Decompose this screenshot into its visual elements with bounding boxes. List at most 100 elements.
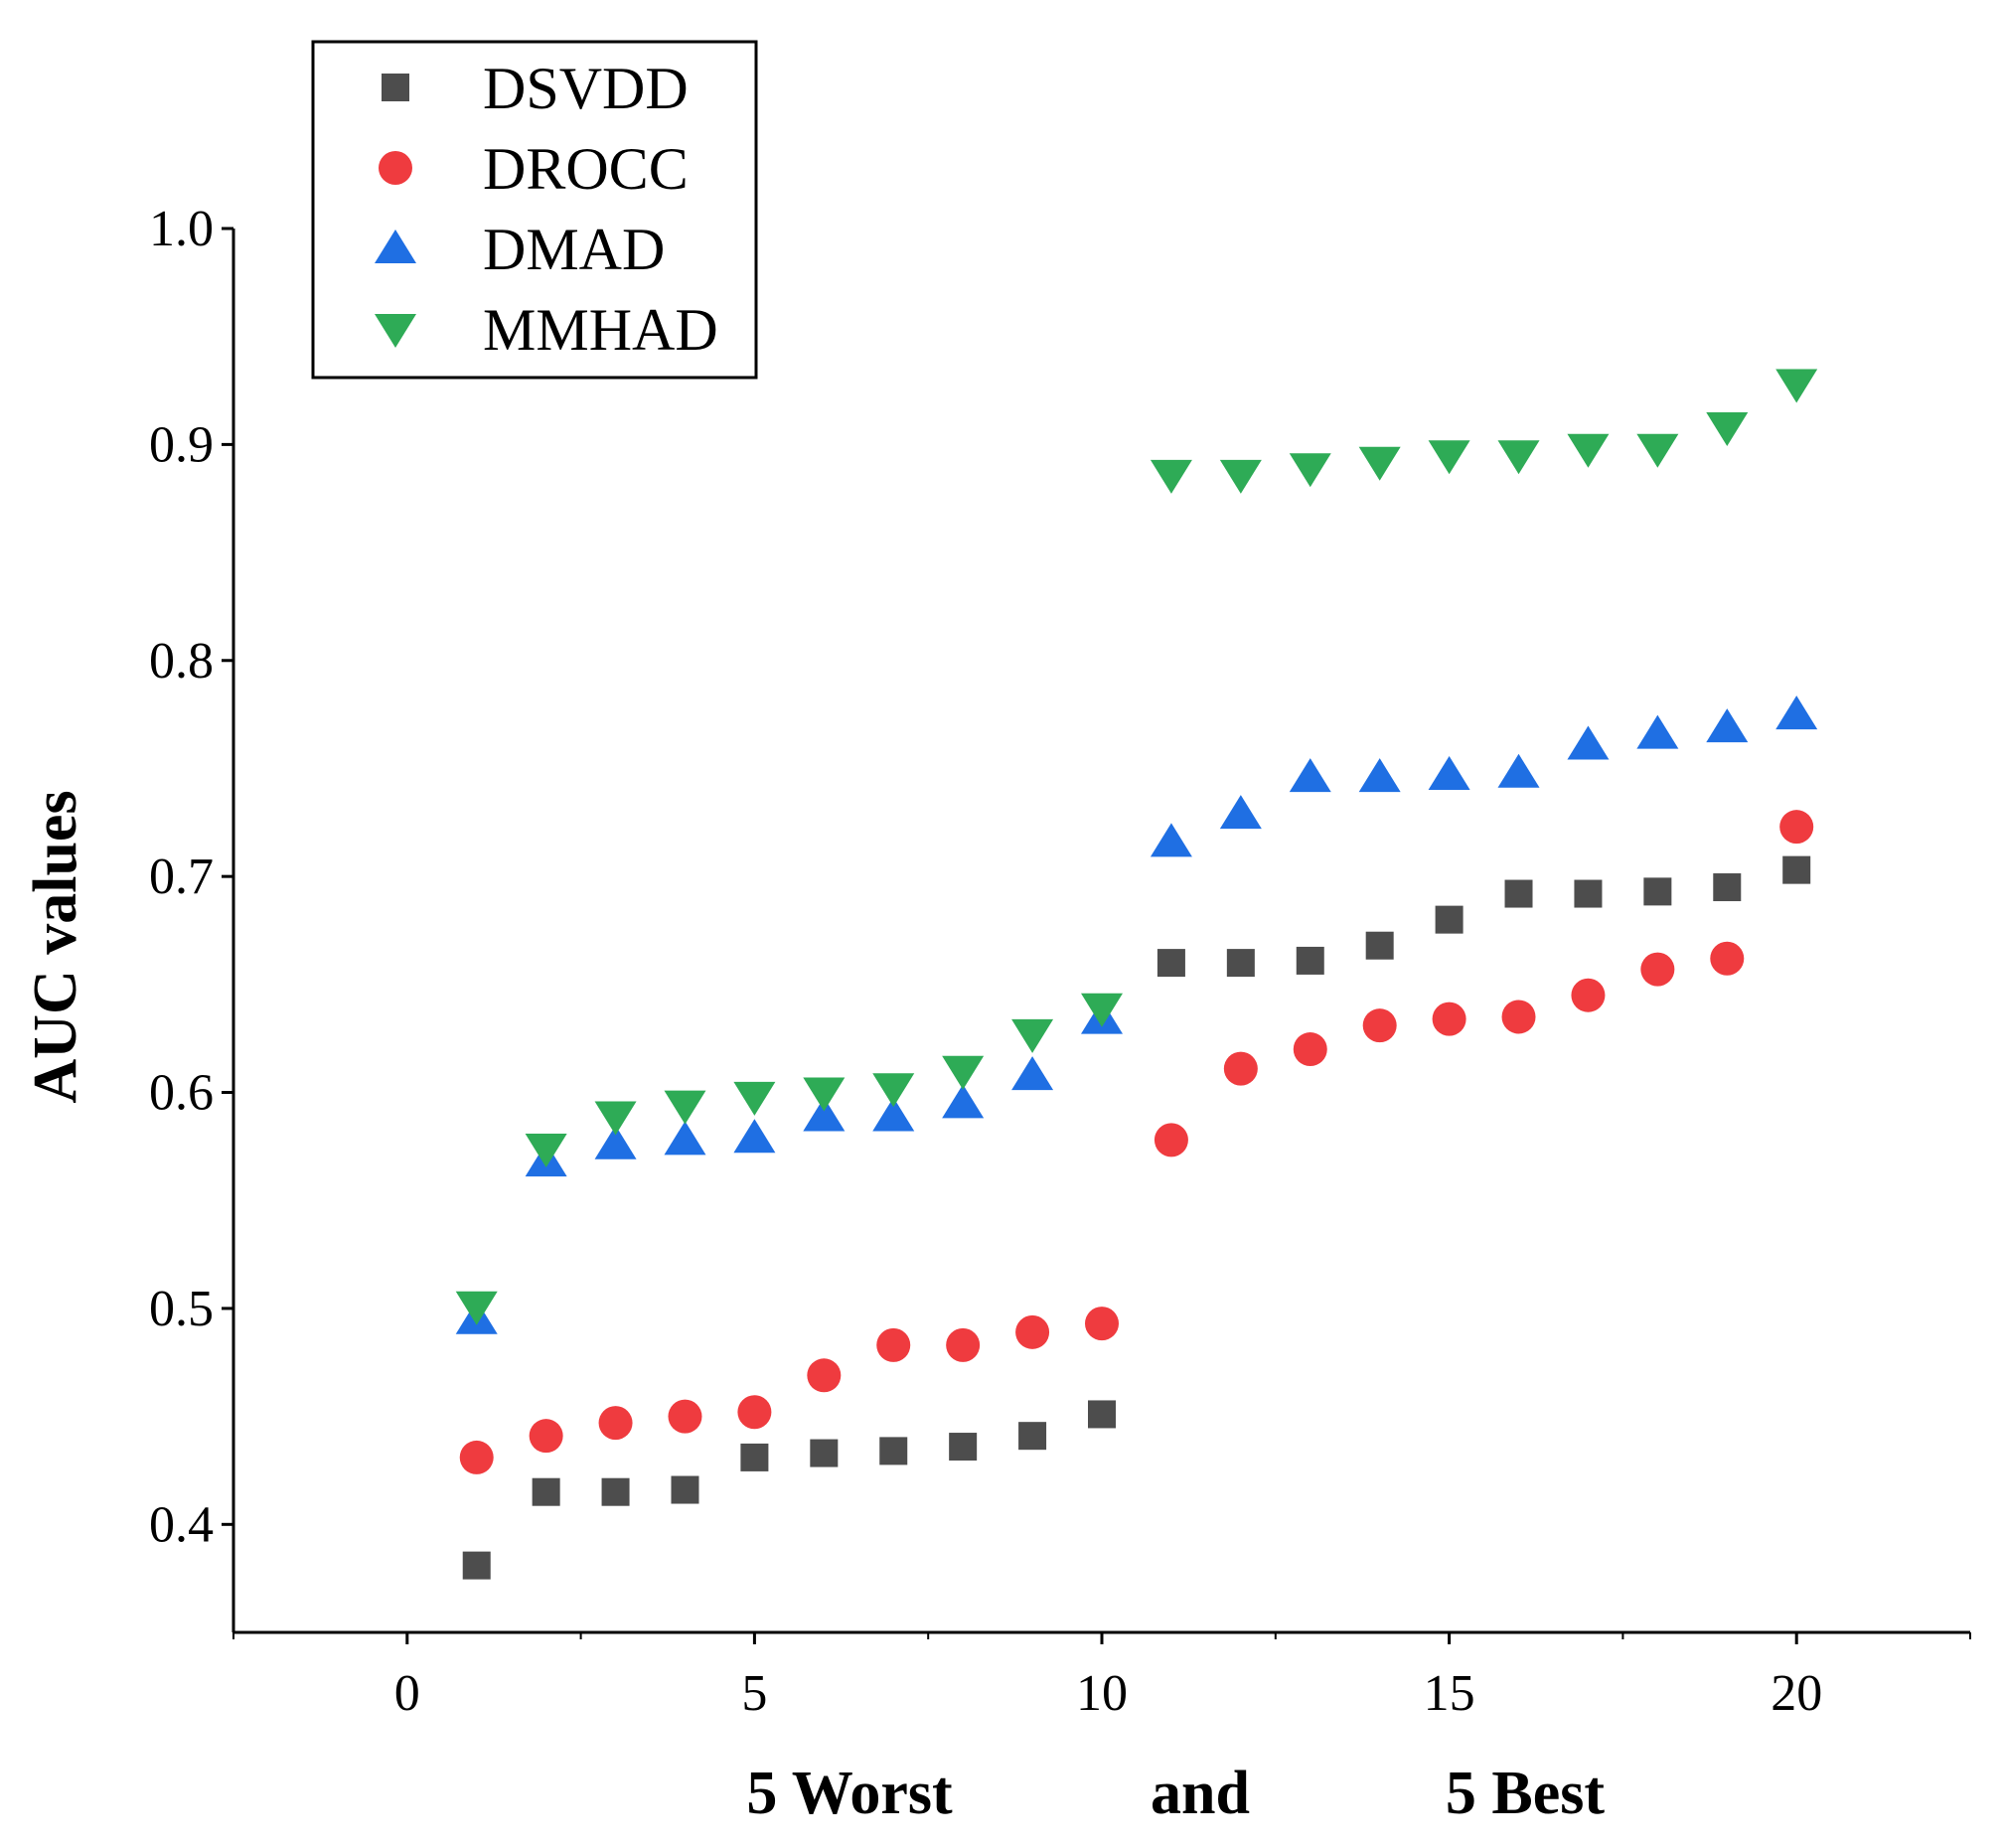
data-point-drocc <box>1779 810 1814 845</box>
data-point-mmhad <box>1358 446 1401 481</box>
data-point-mmhad <box>872 1073 915 1108</box>
data-point-mmhad <box>733 1081 776 1116</box>
data-point-dsvdd <box>1713 873 1742 902</box>
data-point-mmhad <box>1428 440 1470 475</box>
data-point-drocc <box>1015 1314 1050 1349</box>
data-point-dsvdd <box>1504 879 1533 908</box>
data-point-mmhad <box>1706 411 1749 446</box>
data-point-dsvdd <box>532 1477 560 1506</box>
legend-marker-dmad <box>375 230 416 263</box>
y-tick-label: 1.0 <box>149 201 214 257</box>
data-marks <box>455 369 1818 1580</box>
y-tick-label: 0.4 <box>149 1496 214 1553</box>
y-tick-label: 0.9 <box>149 416 214 473</box>
data-point-drocc <box>1223 1051 1258 1086</box>
data-point-mmhad <box>942 1055 985 1090</box>
data-point-dsvdd <box>601 1477 630 1506</box>
data-point-dmad <box>1428 755 1470 790</box>
data-point-mmhad <box>1081 993 1123 1027</box>
data-point-dmad <box>664 1121 706 1155</box>
y-tick-label: 0.5 <box>149 1281 214 1337</box>
data-point-drocc <box>459 1440 494 1474</box>
series-mmhad <box>455 369 1818 1325</box>
data-point-dsvdd <box>810 1439 839 1467</box>
data-point-dmad <box>1775 695 1818 730</box>
data-point-mmhad <box>1150 459 1192 494</box>
data-point-dmad <box>733 1119 776 1154</box>
x-ticks: 0 5 10 15 20 <box>232 1632 1971 1722</box>
data-point-mmhad <box>525 1134 567 1168</box>
data-point-drocc <box>1362 1008 1397 1043</box>
data-point-dsvdd <box>1018 1422 1047 1451</box>
data-point-drocc <box>946 1327 981 1362</box>
data-point-dsvdd <box>1296 946 1324 975</box>
data-point-dmad <box>1567 725 1610 760</box>
data-point-dsvdd <box>1156 949 1185 978</box>
data-point-dsvdd <box>1435 905 1464 934</box>
data-point-dsvdd <box>1226 949 1255 978</box>
y-axis-title: AUC values <box>22 790 89 1103</box>
data-point-drocc <box>1432 1001 1466 1036</box>
data-point-mmhad <box>1567 433 1610 468</box>
data-point-dmad <box>1706 708 1749 743</box>
data-point-drocc <box>807 1358 842 1393</box>
x-tick-label: 10 <box>1076 1665 1128 1722</box>
data-point-drocc <box>1640 952 1675 987</box>
data-point-dsvdd <box>879 1437 908 1465</box>
data-point-dsvdd <box>740 1443 769 1471</box>
legend-marker-drocc <box>379 151 412 185</box>
data-point-drocc <box>598 1406 633 1441</box>
data-point-dmad <box>1497 753 1540 788</box>
y-tick-label: 0.8 <box>149 633 214 690</box>
data-point-dmad <box>1636 714 1679 749</box>
data-point-mmhad <box>1219 459 1262 494</box>
data-point-mmhad <box>1775 369 1818 403</box>
data-point-dsvdd <box>462 1551 491 1580</box>
x-tick-label: 5 <box>741 1665 767 1722</box>
data-point-drocc <box>876 1327 911 1362</box>
legend: DSVDD DROCC DMAD MMHAD <box>311 40 758 380</box>
data-point-drocc <box>1293 1032 1327 1067</box>
legend-label-dmad: DMAD <box>483 217 665 282</box>
series-dsvdd <box>462 855 1811 1580</box>
data-point-dsvdd <box>1365 931 1394 960</box>
legend-marker-mmhad <box>375 314 416 348</box>
legend-label-drocc: DROCC <box>483 136 689 202</box>
data-point-drocc <box>737 1395 772 1430</box>
data-point-dmad <box>1150 823 1192 857</box>
data-point-drocc <box>1710 941 1745 976</box>
data-point-dsvdd <box>1782 855 1811 884</box>
data-point-dmad <box>1219 795 1262 830</box>
data-point-drocc <box>1501 1000 1536 1034</box>
data-point-mmhad <box>1011 1018 1054 1053</box>
data-point-mmhad <box>455 1291 498 1325</box>
x-tick-label: 0 <box>394 1665 420 1722</box>
legend-label-mmhad: MMHAD <box>483 297 718 363</box>
data-point-dmad <box>872 1097 915 1132</box>
series-drocc <box>459 810 1814 1474</box>
data-point-drocc <box>1571 978 1606 1012</box>
data-point-dsvdd <box>1574 879 1603 908</box>
data-point-drocc <box>1154 1123 1188 1157</box>
axes: 0.4 0.5 0.6 0.7 0.8 0.9 1.0 0 5 10 15 20 <box>149 201 1971 1722</box>
legend-label-dsvdd: DSVDD <box>483 56 689 121</box>
data-point-dmad <box>942 1084 985 1119</box>
data-point-dmad <box>803 1097 846 1132</box>
x-axis-title-and: and <box>1151 1760 1250 1827</box>
data-point-dsvdd <box>1088 1400 1116 1429</box>
x-axis-title-best: 5 Best <box>1446 1760 1606 1827</box>
data-point-mmhad <box>664 1090 706 1125</box>
data-point-mmhad <box>1497 440 1540 475</box>
x-tick-label: 20 <box>1771 1665 1822 1722</box>
x-tick-label: 15 <box>1424 1665 1475 1722</box>
data-point-dmad <box>1358 758 1401 793</box>
data-point-dmad <box>1011 1056 1054 1091</box>
data-point-mmhad <box>1636 433 1679 468</box>
data-point-dmad <box>1289 758 1331 793</box>
data-point-drocc <box>668 1399 702 1434</box>
data-point-dmad <box>594 1125 637 1159</box>
legend-marker-dsvdd <box>382 74 409 101</box>
data-point-drocc <box>529 1419 563 1454</box>
legend-items: DSVDD DROCC DMAD MMHAD <box>375 56 718 363</box>
